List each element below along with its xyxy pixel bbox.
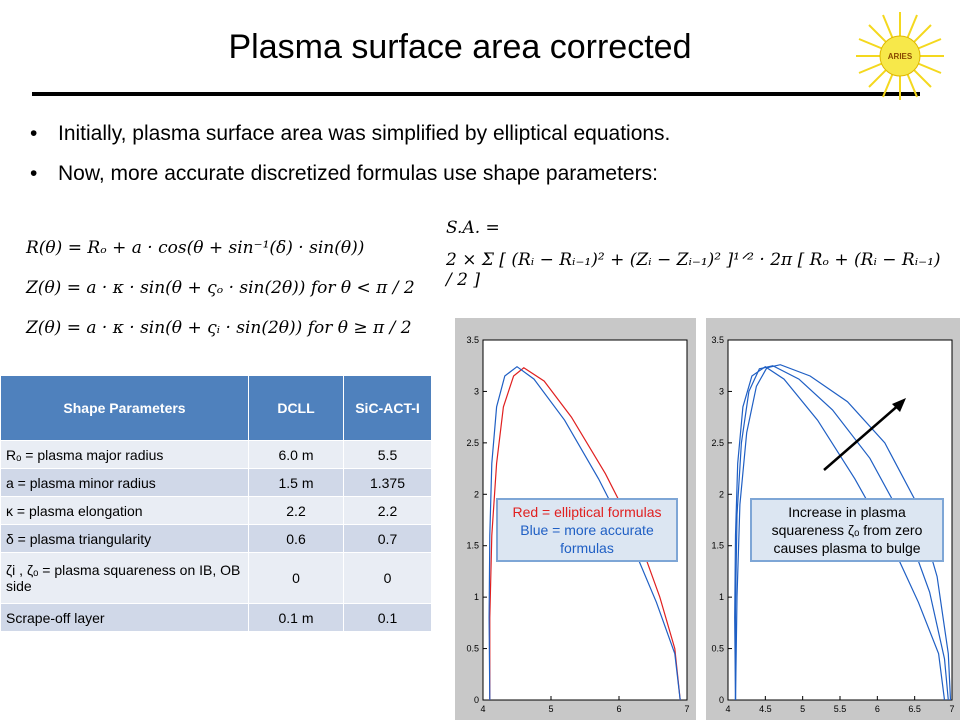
series-line — [488, 365, 681, 701]
note-red-text: Red = elliptical formulas — [512, 504, 662, 520]
x-tick-label: 5.5 — [834, 704, 847, 714]
legend-note-left: Red = elliptical formulas Blue = more ac… — [496, 498, 678, 562]
table-cell: 0.7 — [343, 524, 432, 553]
x-tick-label: 5 — [800, 704, 805, 714]
y-tick-label: 0.5 — [711, 644, 724, 654]
x-tick-label: 4.5 — [759, 704, 772, 714]
table-cell: Rₒ = plasma major radius — [0, 440, 249, 469]
table-row: κ = plasma elongation 2.2 2.2 — [0, 496, 432, 525]
table-cell: κ = plasma elongation — [0, 496, 249, 525]
equation-z-inner: Z(θ) = a · κ · sin(θ + ςᵢ · sin(2θ)) for… — [26, 318, 412, 338]
equation-r: R(θ) = Rₒ + a · cos(θ + sin⁻¹(δ) · sin(θ… — [26, 238, 365, 258]
series-line — [734, 365, 946, 701]
y-tick-label: 0 — [474, 695, 479, 705]
shape-parameters-table: Shape Parameters DCLL SiC-ACT-I Rₒ = pla… — [0, 375, 432, 632]
note-blue-text: Blue = more accurate formulas — [520, 522, 654, 556]
table-row: ζi , ζₒ = plasma squareness on IB, OB si… — [0, 552, 432, 604]
table-row: Rₒ = plasma major radius 6.0 m 5.5 — [0, 440, 432, 469]
table-cell: 0.6 — [248, 524, 344, 553]
logo-text: ARIES — [888, 52, 913, 61]
table-cell: 0.1 — [343, 603, 432, 632]
series-line — [734, 364, 952, 701]
equation-z-outer: Z(θ) = a · κ · sin(θ + ςₒ · sin(2θ)) for… — [26, 278, 415, 298]
y-tick-label: 3 — [474, 386, 479, 396]
x-tick-label: 6 — [875, 704, 880, 714]
bullet-item: • Initially, plasma surface area was simp… — [30, 122, 671, 145]
table-cell: 5.5 — [343, 440, 432, 469]
table-cell: ζi , ζₒ = plasma squareness on IB, OB si… — [0, 552, 249, 604]
y-tick-label: 1 — [474, 592, 479, 602]
annotation-note-right: Increase in plasma squareness ζₒ from ze… — [750, 498, 944, 562]
bullet-text: Now, more accurate discretized formulas … — [58, 162, 658, 185]
table-cell: 0.1 m — [248, 603, 344, 632]
y-tick-label: 0 — [719, 695, 724, 705]
y-tick-label: 2.5 — [466, 438, 479, 448]
x-tick-label: 7 — [949, 704, 954, 714]
y-tick-label: 3.5 — [711, 335, 724, 345]
table-cell: 1.375 — [343, 468, 432, 497]
table-cell: 2.2 — [343, 496, 432, 525]
y-tick-label: 2 — [719, 489, 724, 499]
table-row: a = plasma minor radius 1.5 m 1.375 — [0, 468, 432, 497]
x-tick-label: 7 — [684, 704, 689, 714]
x-tick-label: 5 — [548, 704, 553, 714]
y-tick-label: 3 — [719, 386, 724, 396]
y-tick-label: 1.5 — [711, 541, 724, 551]
table-row: Scrape-off layer 0.1 m 0.1 — [0, 603, 432, 632]
table-header: Shape Parameters — [0, 375, 249, 441]
table-cell: a = plasma minor radius — [0, 468, 249, 497]
x-tick-label: 4 — [725, 704, 730, 714]
series-line — [489, 367, 681, 701]
table-cell: δ = plasma triangularity — [0, 524, 249, 553]
table-cell: 2.2 — [248, 496, 344, 525]
y-tick-label: 3.5 — [466, 335, 479, 345]
x-tick-label: 6 — [616, 704, 621, 714]
table-cell: 6.0 m — [248, 440, 344, 469]
series-line — [734, 365, 949, 701]
table-header: DCLL — [248, 375, 344, 441]
slide-title: Plasma surface area corrected — [228, 28, 692, 66]
y-tick-label: 1 — [719, 592, 724, 602]
table-cell: 0 — [343, 552, 432, 604]
table-cell: Scrape-off layer — [0, 603, 249, 632]
aries-sun-logo: ARIES — [856, 12, 944, 100]
y-tick-label: 2 — [474, 489, 479, 499]
surface-area-label: S.A. = — [446, 218, 500, 238]
y-tick-label: 1.5 — [466, 541, 479, 551]
note-text: Increase in plasma squareness ζₒ from ze… — [771, 504, 923, 556]
shape-equations: R(θ) = Rₒ + a · cos(θ + sin⁻¹(δ) · sin(θ… — [26, 228, 426, 348]
x-tick-label: 4 — [480, 704, 485, 714]
table-cell: 1.5 m — [248, 468, 344, 497]
table-cell: 0 — [248, 552, 344, 604]
bullet-list: • Initially, plasma surface area was simp… — [28, 118, 928, 198]
x-tick-label: 6.5 — [908, 704, 921, 714]
title-underline — [32, 92, 920, 96]
y-tick-label: 0.5 — [466, 644, 479, 654]
bullet-text: Initially, plasma surface area was simpl… — [58, 122, 671, 145]
table-header: SiC-ACT-I — [343, 375, 432, 441]
y-tick-label: 2.5 — [711, 438, 724, 448]
table-row: δ = plasma triangularity 0.6 0.7 — [0, 524, 432, 553]
surface-area-formula: 2 × Σ [ (Rᵢ − Rᵢ₋₁)² + (Zᵢ − Zᵢ₋₁)² ]¹ᐟ²… — [446, 250, 941, 290]
bullet-item: • Now, more accurate discretized formulas… — [30, 162, 658, 185]
bulge-arrow-icon — [823, 398, 906, 471]
